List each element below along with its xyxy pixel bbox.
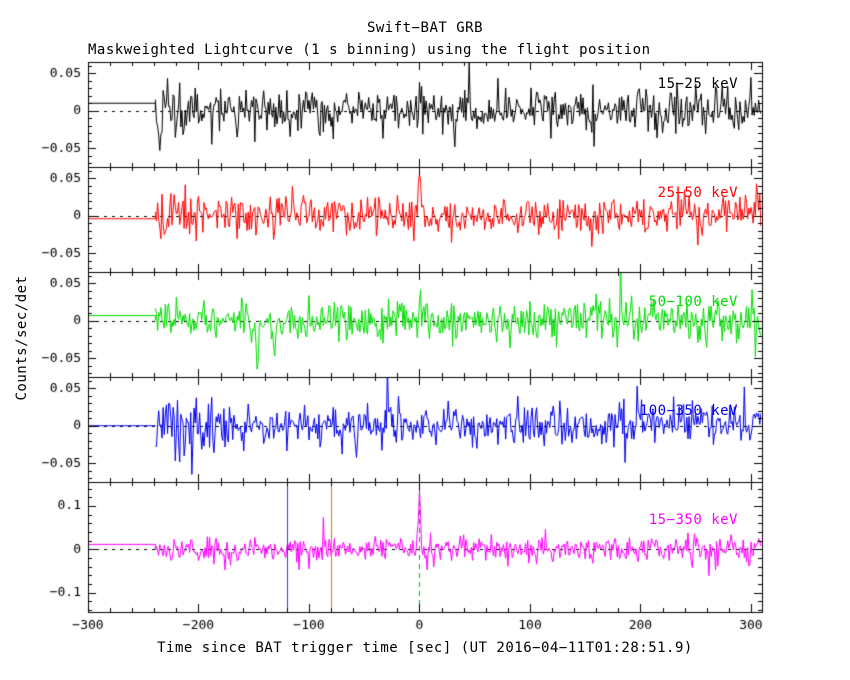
panel-label: 15−25 keV xyxy=(657,76,738,92)
panel-label: 50−100 keV xyxy=(648,294,738,310)
y-axis-label: Counts/sec/det xyxy=(14,275,30,401)
panel-label: 15−350 keV xyxy=(648,512,738,528)
panel-label: 100−350 keV xyxy=(639,403,738,419)
panel-label: 25−50 keV xyxy=(657,185,738,201)
chart-subtitle: Maskweighted Lightcurve (1 s binning) us… xyxy=(88,42,651,58)
chart-title: Swift−BAT GRB xyxy=(366,20,484,36)
x-axis-label: Time since BAT trigger time [sec] (UT 20… xyxy=(157,640,693,656)
